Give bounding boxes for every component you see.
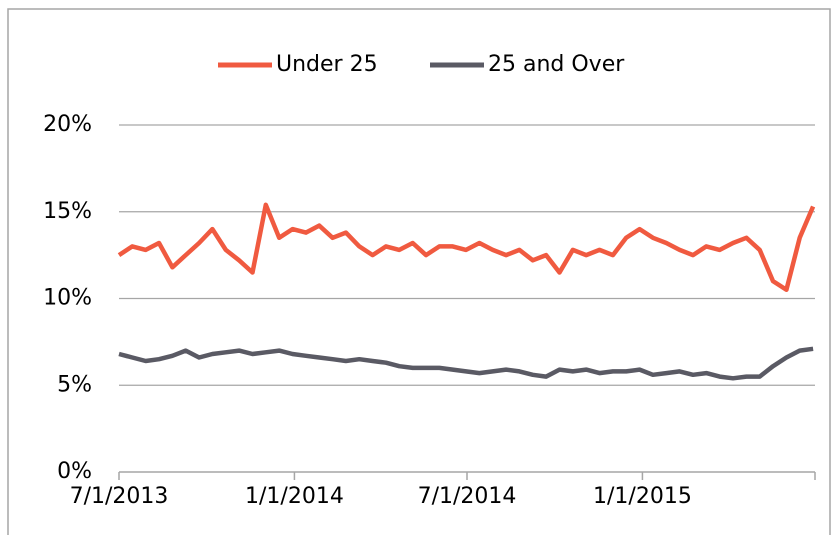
y-tick-label: 15%	[43, 199, 92, 224]
y-tick-label: 20%	[43, 112, 92, 137]
legend-label: 25 and Over	[488, 52, 625, 77]
x-tick-label: 1/1/2015	[593, 484, 692, 509]
x-tick-label: 7/1/2014	[418, 484, 517, 509]
x-tick-label: 7/1/2013	[70, 484, 169, 509]
legend-label: Under 25	[276, 52, 378, 77]
x-tick-label: 1/1/2014	[245, 484, 344, 509]
chart-border	[7, 8, 831, 535]
y-tick-label: 0%	[57, 459, 92, 484]
series-line	[118, 346, 814, 381]
y-tick-label: 5%	[57, 372, 92, 397]
series-line	[117, 202, 816, 293]
y-tick-label: 10%	[43, 286, 92, 311]
